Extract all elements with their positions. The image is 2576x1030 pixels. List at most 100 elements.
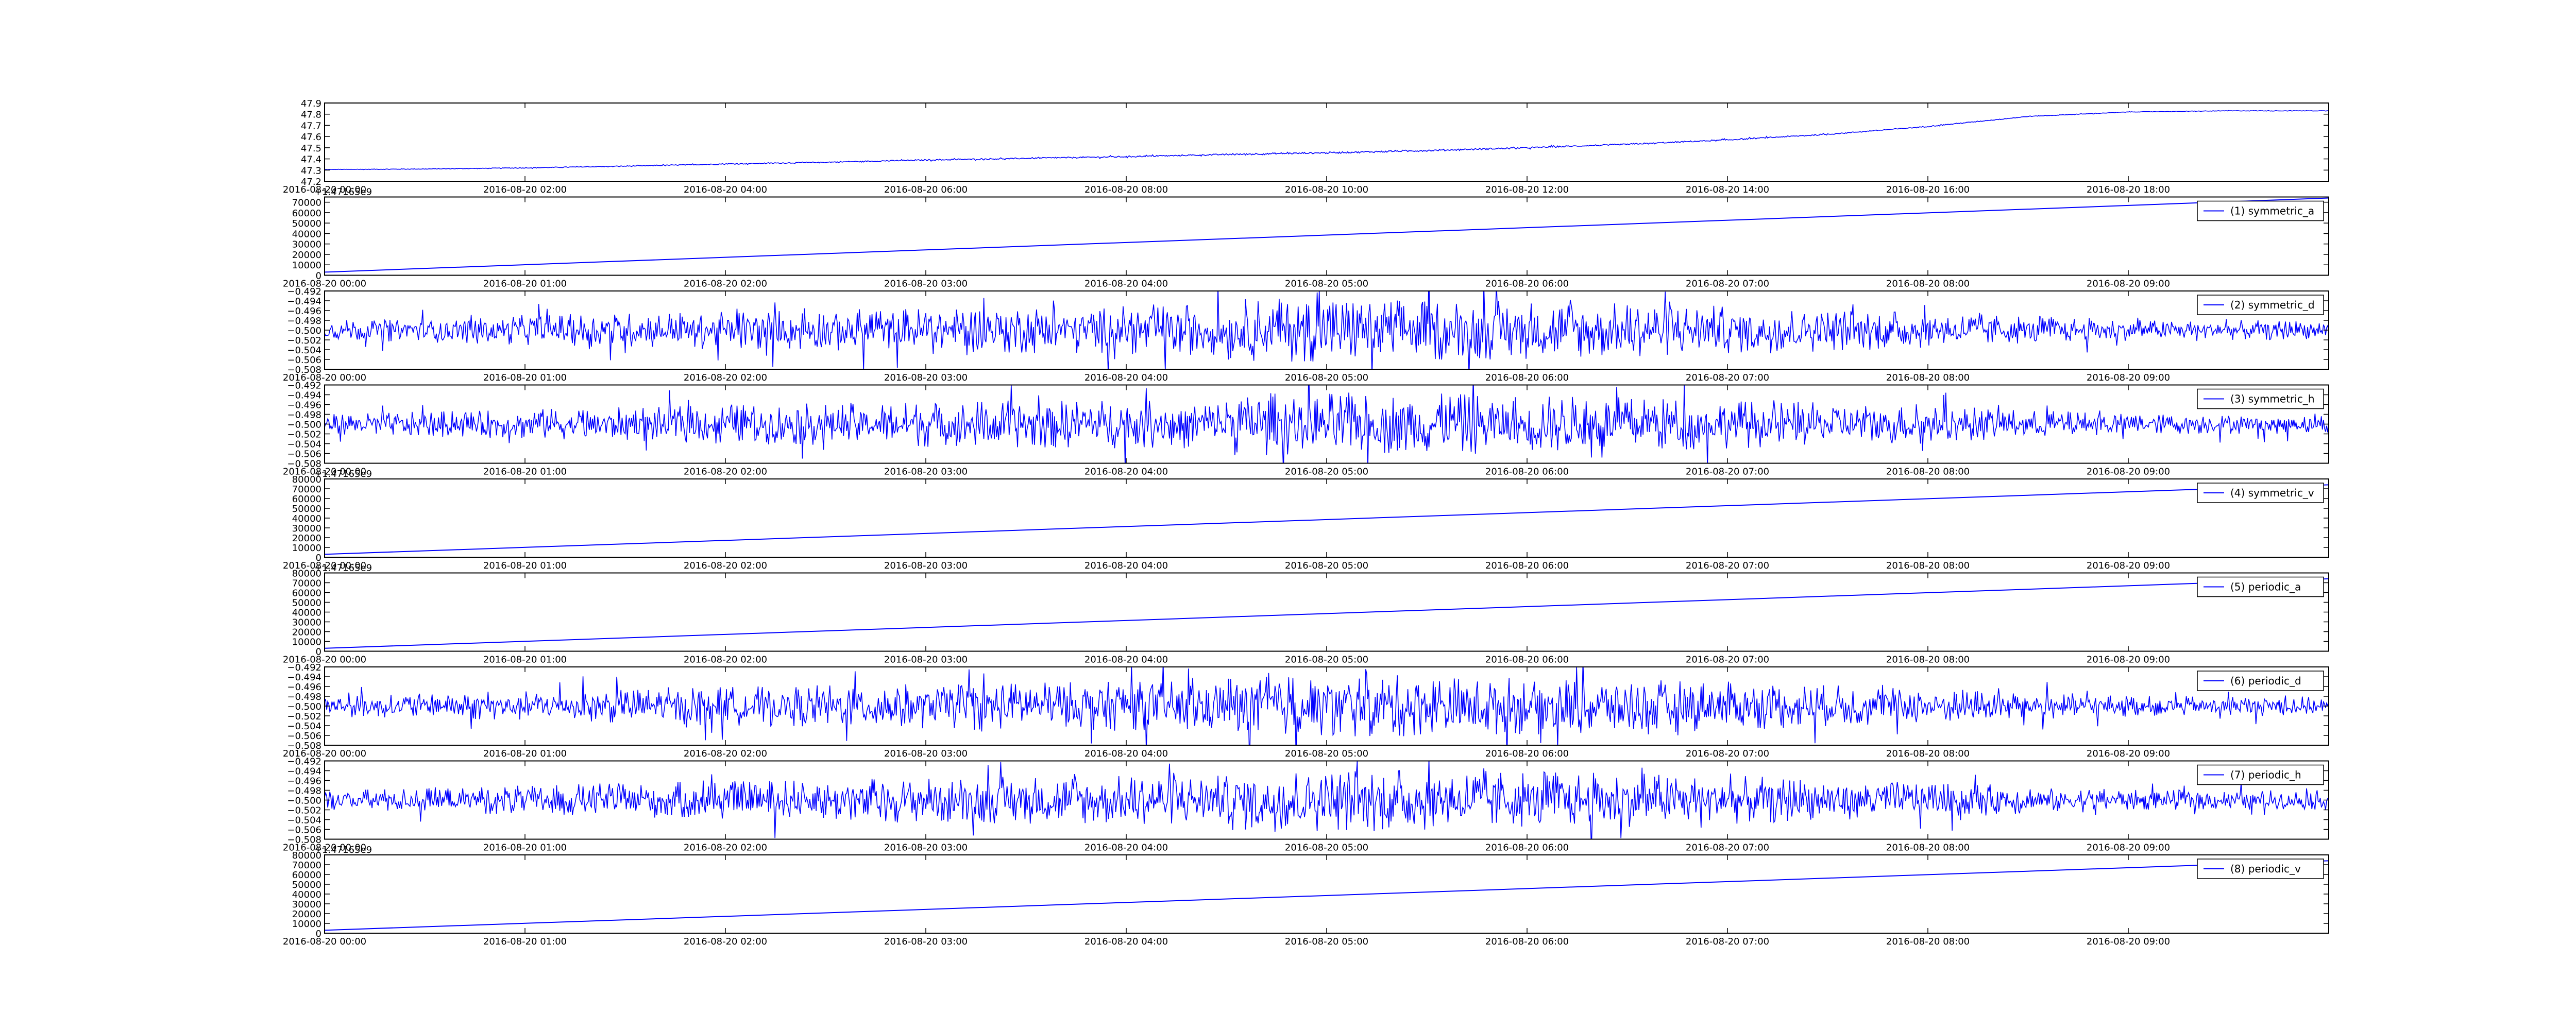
- legend-label: (7) periodic_h: [2230, 769, 2301, 781]
- x-tick-label: 2016-08-20 01:00: [483, 560, 567, 571]
- x-tick-label: 2016-08-20 01:00: [483, 936, 567, 947]
- y-tick-label: −0.508: [287, 365, 321, 375]
- legend-box: [2197, 576, 2324, 597]
- x-tick-label: 2016-08-20 06:00: [884, 184, 968, 195]
- x-tick-label: 2016-08-20 05:00: [1285, 843, 1368, 853]
- x-tick-label: 2016-08-20 02:00: [684, 936, 767, 947]
- y-tick-label: −0.506: [287, 449, 321, 460]
- y-tick-label: −0.502: [287, 711, 321, 722]
- y-tick-label: −0.500: [287, 325, 321, 336]
- x-tick-label: 2016-08-20 07:00: [1686, 372, 1769, 383]
- y-tick-label: 50000: [292, 504, 321, 514]
- x-tick-label: 2016-08-20 00:00: [283, 655, 366, 665]
- legend-label: (1) symmetric_a: [2230, 205, 2314, 217]
- y-tick-label: −0.494: [287, 672, 321, 683]
- x-tick-label: 2016-08-20 00:00: [283, 560, 366, 571]
- y-tick-label: −0.498: [287, 786, 321, 797]
- y-tick-label: 40000: [292, 889, 321, 900]
- y-tick-label: 47.2: [301, 177, 321, 187]
- subplot-3: −0.508−0.506−0.504−0.502−0.500−0.498−0.4…: [283, 286, 2329, 383]
- subplot-1: 47.247.347.447.547.647.747.847.9 2016-08-…: [283, 98, 2329, 195]
- x-tick-label: 2016-08-20 10:00: [1285, 184, 1368, 195]
- y-tick-label: 10000: [292, 543, 321, 554]
- x-tick-label: 2016-08-20 03:00: [884, 279, 968, 289]
- subplot-stack: 47.247.347.447.547.647.747.847.9 2016-08-…: [283, 98, 2329, 947]
- y-tick-label: 30000: [292, 617, 321, 628]
- x-tick-label: 2016-08-20 04:00: [1084, 655, 1168, 665]
- series-line-8-1: [325, 761, 2329, 839]
- y-tick-label: −0.492: [287, 381, 321, 391]
- x-tick-label: 2016-08-20 05:00: [1285, 748, 1368, 759]
- x-tick-label: 2016-08-20 06:00: [1485, 936, 1569, 947]
- series-line-9-1: [325, 860, 2329, 931]
- x-tick-label: 2016-08-20 02:00: [483, 184, 567, 195]
- x-tick-label: 2016-08-20 04:00: [1084, 748, 1168, 759]
- y-tick-label: 47.5: [301, 143, 321, 154]
- subplot-5: 0100002000030000400005000060000700008000…: [283, 469, 2329, 571]
- x-tick-label: 2016-08-20 05:00: [1285, 372, 1368, 383]
- series-line-7-1: [325, 667, 2329, 745]
- y-tick-label: −0.506: [287, 355, 321, 366]
- series-line-2-1: [325, 197, 2329, 273]
- x-tick-label: 2016-08-20 00:00: [283, 372, 366, 383]
- series-line-5-1: [325, 484, 2329, 555]
- x-tick-label: 2016-08-20 02:00: [684, 560, 767, 571]
- y-tick-label: −0.498: [287, 410, 321, 421]
- y-tick-label: 80000: [292, 850, 321, 861]
- x-tick-label: 2016-08-20 07:00: [1686, 843, 1769, 853]
- x-tick-label: 2016-08-20 01:00: [483, 655, 567, 665]
- x-tick-label: 2016-08-20 06:00: [1485, 748, 1569, 759]
- x-tick-label: 2016-08-20 01:00: [483, 467, 567, 477]
- x-tick-label: 2016-08-20 07:00: [1686, 936, 1769, 947]
- subplot-9: 0100002000030000400005000060000700008000…: [283, 845, 2329, 947]
- y-tick-label: 80000: [292, 569, 321, 579]
- x-tick-label: 2016-08-20 04:00: [1084, 843, 1168, 853]
- x-tick-label: 2016-08-20 08:00: [1886, 748, 1970, 759]
- y-tick-label: 60000: [292, 494, 321, 505]
- x-tick-label: 2016-08-20 06:00: [1485, 372, 1569, 383]
- x-tick-label: 2016-08-20 06:00: [1485, 843, 1569, 853]
- x-tick-label: 2016-08-20 07:00: [1686, 655, 1769, 665]
- x-tick-label: 2016-08-20 01:00: [483, 843, 567, 853]
- y-tick-label: −0.498: [287, 692, 321, 702]
- x-tick-label: 2016-08-20 08:00: [1886, 843, 1970, 853]
- x-tick-label: 2016-08-20 07:00: [1686, 560, 1769, 571]
- y-tick-label: 80000: [292, 474, 321, 485]
- y-tick-label: −0.496: [287, 682, 321, 693]
- subplot-7: −0.508−0.506−0.504−0.502−0.500−0.498−0.4…: [283, 662, 2329, 759]
- y-tick-label: −0.494: [287, 766, 321, 777]
- y-tick-label: −0.504: [287, 721, 321, 732]
- x-tick-label: 2016-08-20 05:00: [1285, 560, 1368, 571]
- x-tick-label: 2016-08-20 01:00: [483, 372, 567, 383]
- x-tick-label: 2016-08-20 07:00: [1686, 279, 1769, 289]
- y-tick-label: −0.496: [287, 400, 321, 411]
- x-tick-label: 2016-08-20 05:00: [1285, 655, 1368, 665]
- x-tick-label: 2016-08-20 03:00: [884, 560, 968, 571]
- x-tick-label: 2016-08-20 04:00: [1084, 936, 1168, 947]
- x-tick-label: 2016-08-20 06:00: [1485, 279, 1569, 289]
- y-tick-label: 30000: [292, 239, 321, 250]
- y-tick-label: 70000: [292, 198, 321, 209]
- series-line-4-1: [325, 385, 2329, 464]
- y-tick-label: 50000: [292, 598, 321, 609]
- x-tick-label: 2016-08-20 04:00: [1084, 560, 1168, 571]
- x-tick-label: 2016-08-20 08:00: [1886, 655, 1970, 665]
- y-tick-label: 70000: [292, 860, 321, 871]
- x-tick-label: 2016-08-20 09:00: [2087, 655, 2170, 665]
- y-tick-label: −0.492: [287, 757, 321, 767]
- y-tick-label: 47.9: [301, 98, 321, 109]
- y-tick-label: 0: [316, 553, 321, 563]
- y-tick-label: 50000: [292, 218, 321, 229]
- y-tick-label: −0.506: [287, 825, 321, 836]
- y-tick-label: 47.3: [301, 165, 321, 176]
- x-tick-label: 2016-08-20 02:00: [684, 279, 767, 289]
- x-tick-label: 2016-08-20 08:00: [1886, 279, 1970, 289]
- x-tick-label: 2016-08-20 00:00: [283, 843, 366, 853]
- x-tick-label: 2016-08-20 01:00: [483, 279, 567, 289]
- y-tick-label: −0.498: [287, 316, 321, 327]
- y-tick-label: −0.504: [287, 345, 321, 356]
- x-tick-label: 2016-08-20 08:00: [1886, 467, 1970, 477]
